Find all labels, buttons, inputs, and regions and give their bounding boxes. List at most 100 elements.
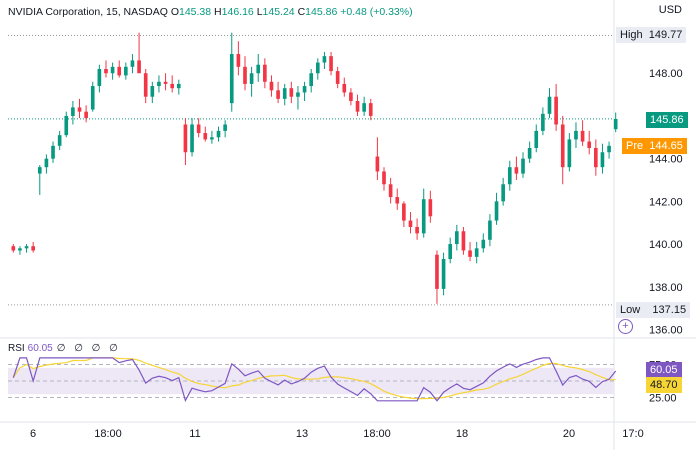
candle-body <box>481 239 486 249</box>
candle-body <box>269 81 274 91</box>
rsi-placeholder-values: ∅ ∅ ∅ ∅ <box>56 343 121 354</box>
rsi-ma-tag-value: 48.70 <box>650 379 678 391</box>
price-tick-label: 142.00 <box>649 196 683 208</box>
candle-body <box>335 71 340 84</box>
candle-body <box>163 81 168 84</box>
rsi-legend: RSI 60.05 ∅ ∅ ∅ ∅ <box>8 343 121 354</box>
candle-body <box>216 130 221 138</box>
candle-body <box>441 259 446 289</box>
time-tick-label: 13 <box>296 428 308 440</box>
candle-body <box>309 73 314 87</box>
candle-body <box>183 124 188 153</box>
candle-body <box>11 246 16 251</box>
candle-body <box>594 147 598 168</box>
candle-body <box>560 124 565 168</box>
candle-body <box>170 83 174 89</box>
candle-body <box>355 101 360 112</box>
premarket-price-tag: Pre 144.65 <box>622 138 687 154</box>
candle-body <box>574 130 578 140</box>
high-tag-label: High <box>620 29 643 41</box>
candle-body <box>587 141 592 148</box>
candle-body <box>97 68 102 87</box>
candle-body <box>71 107 75 116</box>
close-label: C <box>297 6 306 18</box>
candle-body <box>276 90 280 99</box>
candle-body <box>514 167 519 174</box>
candle-body <box>302 86 307 93</box>
candle-body <box>315 62 320 74</box>
time-tick-label: 18:00 <box>363 428 391 440</box>
candle-body <box>375 156 380 172</box>
candle-body <box>521 158 525 174</box>
candle-body <box>388 184 393 198</box>
currency-label[interactable]: USD <box>658 4 682 16</box>
candle-body <box>223 124 227 131</box>
candle-body <box>263 64 267 82</box>
candle-body <box>421 199 426 234</box>
candle-body <box>541 113 545 131</box>
candle-body <box>18 248 22 251</box>
time-tick-label: 17:0 <box>622 428 643 440</box>
candle-body <box>395 197 400 204</box>
candle-body <box>90 86 95 110</box>
candle-body <box>322 56 327 63</box>
premarket-value: 144.65 <box>649 140 683 152</box>
close-value: 145.86 <box>305 6 338 18</box>
candle-body <box>176 83 181 89</box>
candle-body <box>329 56 333 72</box>
price-tick-label: 140.00 <box>649 239 683 251</box>
time-tick-label: 6 <box>30 428 36 440</box>
candle-body <box>342 83 347 93</box>
rsi-tag-value: 60.05 <box>650 364 678 376</box>
candle-body <box>249 73 254 84</box>
candle-body <box>474 248 479 257</box>
symbol-legend: NVIDIA Corporation, 15, NASDAQ O145.38 H… <box>8 6 413 18</box>
open-label: O <box>170 6 179 18</box>
candle-body <box>428 199 433 217</box>
candle-body <box>567 139 572 168</box>
candle-body <box>110 66 115 74</box>
rsi-ma-value-tag: 48.70 <box>646 377 682 393</box>
rsi-legend-value: 60.05 <box>27 343 53 354</box>
low-tag-label: Low <box>620 304 641 316</box>
candle-body <box>143 73 148 97</box>
candle-body <box>31 246 35 251</box>
candle-body <box>236 54 241 67</box>
open-value: 145.38 <box>179 6 212 18</box>
candle-body <box>368 103 373 116</box>
price-tick-label: 144.00 <box>649 154 683 166</box>
candle-body <box>349 92 353 101</box>
candle-body <box>203 133 208 140</box>
candle-body <box>296 92 300 97</box>
candle-body <box>256 64 261 74</box>
low-tag-value: 137.15 <box>652 304 687 316</box>
candle-body <box>607 145 611 153</box>
symbol-name: NVIDIA Corporation, 15, NASDAQ <box>8 6 168 18</box>
last-price-value: 145.86 <box>650 114 684 126</box>
candle-body <box>124 66 128 76</box>
time-tick-label: 18:00 <box>94 428 122 440</box>
candle-body <box>289 88 294 97</box>
candle-body <box>408 220 413 227</box>
candle-body <box>468 250 472 257</box>
candle-body <box>554 96 558 125</box>
price-tick-label: 138.00 <box>649 282 683 294</box>
candle-body <box>196 124 201 134</box>
last-price-tag: 145.86 <box>646 112 688 128</box>
candle-body <box>488 220 492 240</box>
change-value: +0.48 (+0.33%) <box>340 6 413 18</box>
candle-body <box>415 226 419 234</box>
candle-body <box>613 118 618 130</box>
candle-body <box>24 246 29 249</box>
time-tick-label: 18 <box>456 428 468 440</box>
candle-body <box>210 137 214 140</box>
candle-body <box>57 135 62 146</box>
premarket-label: Pre <box>626 140 644 152</box>
candle-body <box>137 60 141 74</box>
add-alert-icon[interactable]: + <box>618 319 633 334</box>
candle-body <box>507 167 512 185</box>
candle-body <box>229 54 234 104</box>
candle-body <box>580 130 585 142</box>
